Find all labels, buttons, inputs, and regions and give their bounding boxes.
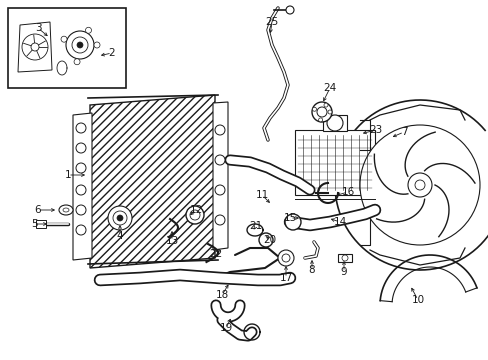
Polygon shape xyxy=(18,22,52,72)
Circle shape xyxy=(76,205,86,215)
Circle shape xyxy=(31,43,39,51)
Text: 8: 8 xyxy=(308,265,315,275)
Polygon shape xyxy=(90,95,215,268)
Text: 14: 14 xyxy=(333,217,346,227)
Ellipse shape xyxy=(63,208,69,212)
Text: 24: 24 xyxy=(323,83,336,93)
Circle shape xyxy=(285,214,301,230)
Text: 11: 11 xyxy=(255,190,268,200)
Circle shape xyxy=(324,103,327,107)
Text: 9: 9 xyxy=(340,267,346,277)
Bar xyxy=(36,220,46,228)
Text: 23: 23 xyxy=(368,125,382,135)
Circle shape xyxy=(76,143,86,153)
Circle shape xyxy=(72,37,88,53)
Circle shape xyxy=(85,27,91,33)
Circle shape xyxy=(285,6,293,14)
Bar xyxy=(8,8,126,88)
Circle shape xyxy=(215,125,224,135)
Circle shape xyxy=(76,185,86,195)
Text: 17: 17 xyxy=(279,273,292,283)
Circle shape xyxy=(66,31,94,59)
Circle shape xyxy=(61,36,67,42)
Circle shape xyxy=(278,250,293,266)
Text: 21: 21 xyxy=(249,221,262,231)
Circle shape xyxy=(327,110,331,114)
Circle shape xyxy=(76,225,86,235)
Circle shape xyxy=(407,173,431,197)
Circle shape xyxy=(74,59,80,65)
Circle shape xyxy=(215,215,224,225)
Circle shape xyxy=(311,102,331,122)
Text: 25: 25 xyxy=(265,17,278,27)
Circle shape xyxy=(341,255,347,261)
Text: 10: 10 xyxy=(410,295,424,305)
Circle shape xyxy=(185,206,203,224)
Circle shape xyxy=(326,115,342,131)
Text: 18: 18 xyxy=(215,290,228,300)
Text: 13: 13 xyxy=(165,236,178,246)
Bar xyxy=(337,254,351,262)
Polygon shape xyxy=(73,113,92,260)
Circle shape xyxy=(259,233,272,247)
Polygon shape xyxy=(213,102,227,250)
Circle shape xyxy=(312,107,316,111)
Text: 22: 22 xyxy=(209,249,222,259)
Circle shape xyxy=(215,185,224,195)
Bar xyxy=(294,130,374,195)
Text: 4: 4 xyxy=(117,231,123,241)
Circle shape xyxy=(117,215,123,221)
Circle shape xyxy=(76,163,86,173)
Text: 7: 7 xyxy=(400,127,407,137)
Text: 2: 2 xyxy=(108,48,115,58)
Circle shape xyxy=(76,123,86,133)
Text: 16: 16 xyxy=(341,187,354,197)
Text: 6: 6 xyxy=(35,205,41,215)
Text: 20: 20 xyxy=(263,235,276,245)
Circle shape xyxy=(215,155,224,165)
Ellipse shape xyxy=(59,205,73,215)
Circle shape xyxy=(113,211,127,225)
Circle shape xyxy=(359,125,479,245)
Text: 3: 3 xyxy=(35,23,41,33)
Text: 19: 19 xyxy=(219,323,232,333)
Circle shape xyxy=(108,206,132,230)
Circle shape xyxy=(77,42,83,48)
Text: 1: 1 xyxy=(64,170,71,180)
Text: 12: 12 xyxy=(189,205,202,215)
Circle shape xyxy=(414,180,424,190)
Circle shape xyxy=(190,210,200,220)
Circle shape xyxy=(282,254,289,262)
Circle shape xyxy=(318,118,322,122)
Circle shape xyxy=(94,42,100,48)
Text: 5: 5 xyxy=(31,219,37,229)
Text: 15: 15 xyxy=(283,213,296,223)
Bar xyxy=(323,115,346,131)
Circle shape xyxy=(316,107,326,117)
